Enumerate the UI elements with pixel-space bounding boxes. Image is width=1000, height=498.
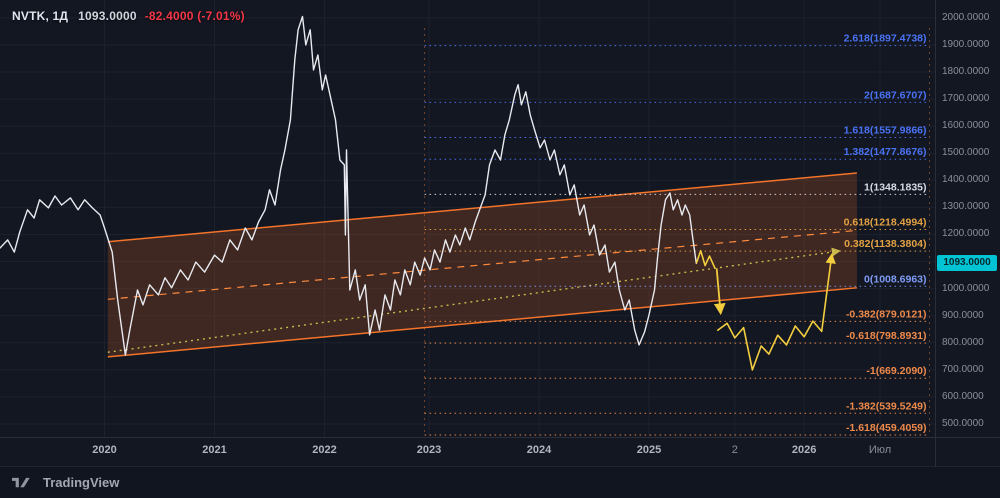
price-change-value: -82.4000 (-7.01%): [144, 9, 245, 23]
price-line[interactable]: [0, 15, 697, 356]
axis-vertical-separator: [935, 0, 936, 466]
trend-channel-fill[interactable]: [107, 173, 857, 357]
price-axis-label: 1200.0000: [942, 228, 990, 240]
time-axis-label: 2020: [92, 444, 117, 456]
tradingview-logo-icon[interactable]: [12, 475, 36, 490]
fib-level-label: -1.618(459.4059): [846, 422, 927, 434]
fib-level-label: -0.618(798.8931): [846, 330, 927, 342]
last-price-value: 1093.0000: [78, 9, 137, 23]
channel-top-line[interactable]: [107, 172, 857, 243]
price-axis-label: 1700.0000: [942, 93, 990, 105]
fib-level-label: 0.618(1218.4994): [844, 216, 927, 228]
price-axis[interactable]: 1093.0000 2000.0000 1900.0000 1800.0000 170…: [936, 0, 1000, 437]
time-axis-label: 2026: [791, 444, 817, 456]
fib-level-label: 2(1687.6707): [864, 89, 926, 101]
forecast-zigzag-line[interactable]: [716, 253, 836, 371]
price-chart-svg[interactable]: 2.618(1897.4738) 2(1687.6707) 1.618(1557.9…: [0, 0, 935, 437]
fib-level-label: 1(1348.1835): [864, 181, 926, 193]
fib-level-label: 0(1008.6963): [864, 273, 926, 285]
channel-median-line[interactable]: [107, 229, 857, 300]
price-axis-label: 1500.0000: [942, 147, 990, 159]
price-axis-label: 1800.0000: [942, 66, 990, 78]
time-axis-label: 2024: [526, 444, 552, 456]
last-price-badge: 1093.0000: [937, 255, 997, 272]
time-axis-label: 2022: [312, 444, 337, 456]
price-axis-label: 500.0000: [942, 418, 984, 429]
fib-level-label: -1.382(539.5249): [846, 400, 927, 412]
time-axis-label: 2: [731, 444, 738, 456]
fib-level-label: -0.382(879.0121): [846, 308, 927, 320]
price-axis-label: 1900.0000: [942, 38, 990, 50]
price-axis-label: 600.0000: [942, 390, 984, 402]
fib-level-label: 1.618(1557.9866): [844, 125, 927, 137]
fib-level-label: 2.618(1897.4738): [844, 33, 927, 45]
time-axis-label: 2021: [202, 444, 227, 456]
price-axis-label: 1300.0000: [942, 201, 990, 213]
fib-level-label: 0.382(1138.3804): [844, 238, 926, 250]
channel-bottom-line[interactable]: [107, 287, 857, 358]
price-axis-label: 800.0000: [942, 336, 984, 348]
time-axis[interactable]: 2020 2021 2022 2023 2024 2025 2 2026 Июл: [0, 438, 936, 466]
price-axis-label: 1600.0000: [942, 120, 990, 132]
forecast-down-arrow[interactable]: [713, 268, 726, 316]
price-axis-label: 1400.0000: [942, 174, 990, 186]
forecast-lead-line[interactable]: [695, 249, 716, 269]
price-axis-label: 1000.0000: [942, 282, 990, 294]
fib-level-label: -1(669.2090): [866, 365, 926, 377]
price-axis-label: 900.0000: [942, 309, 984, 321]
time-axis-label: Июл: [868, 444, 892, 456]
symbol-legend[interactable]: NVTK, 1Д 1093.0000 -82.4000 (-7.01%): [12, 9, 245, 23]
symbol-name[interactable]: NVTK, 1Д: [12, 9, 69, 23]
chart-canvas[interactable]: 2.618(1897.4738) 2(1687.6707) 1.618(1557.9…: [0, 0, 935, 437]
time-axis-label: 2023: [416, 444, 442, 456]
time-axis-label: 2025: [636, 444, 662, 456]
axis-horizontal-separator: [0, 437, 1000, 438]
price-axis-label: 2000.0000: [942, 11, 990, 23]
fib-level-label: 1.382(1477.8676): [844, 146, 927, 158]
tradingview-brand-link[interactable]: TradingView: [43, 475, 120, 490]
price-axis-label: 700.0000: [942, 363, 984, 375]
footer-bar: TradingView: [0, 466, 1000, 498]
